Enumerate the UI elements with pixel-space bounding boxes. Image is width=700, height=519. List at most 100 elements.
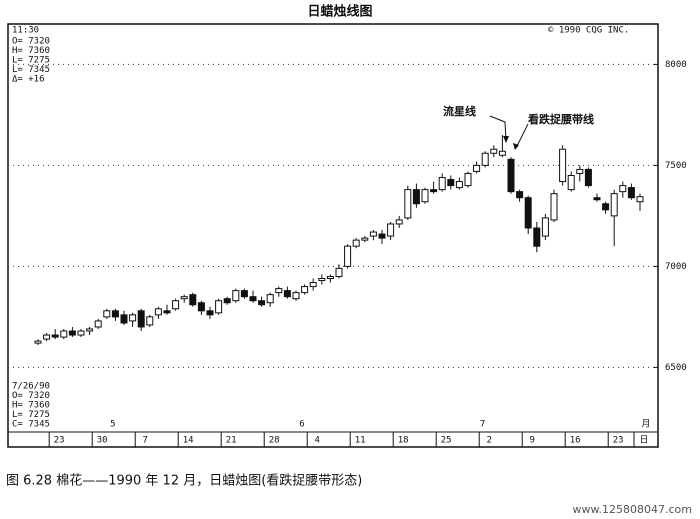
info-text: C= 7345 [12, 420, 50, 430]
arrow-head [503, 136, 509, 143]
x-tick-label: 7 [142, 436, 147, 446]
candle-body [533, 227, 541, 247]
candle-body [395, 219, 403, 225]
candle-body [593, 197, 601, 201]
candle-body [438, 177, 446, 191]
candle-body [464, 172, 472, 187]
candle-body [490, 148, 498, 154]
arrow-head [513, 143, 519, 150]
info-text: L= 7345 [12, 65, 50, 75]
candle-body [326, 275, 334, 279]
candle-body [318, 277, 326, 282]
candle-body [447, 179, 455, 187]
candle-body [335, 267, 343, 277]
candle-body [507, 158, 515, 193]
x-tick-label: 14 [183, 436, 194, 446]
candle-body [146, 316, 154, 326]
x-tick-label: 4 [314, 436, 319, 446]
candle-body [154, 308, 162, 316]
x-tick-label: 30 [97, 436, 108, 446]
candle-body [352, 239, 360, 247]
candle-body [34, 340, 42, 344]
candle-body [387, 223, 395, 237]
watermark: www.125808047.com [573, 503, 692, 516]
candle-body [215, 300, 223, 314]
candle-body [275, 288, 283, 294]
candle-body [516, 191, 524, 199]
x-tick-label: 16 [570, 436, 581, 446]
candle-body [137, 310, 145, 328]
candle-body [223, 298, 231, 304]
candle-body [430, 189, 438, 193]
candle-body [636, 196, 644, 203]
month-label: 月 [641, 419, 650, 430]
candle-body [309, 282, 317, 288]
time: 11:30 [12, 26, 39, 36]
x-tick-label: 25 [441, 436, 452, 446]
y-tick-label: 7000 [665, 262, 687, 272]
candle-body [498, 150, 506, 156]
candle-body [283, 290, 291, 298]
candle-body [189, 294, 197, 306]
info-text: H= 7360 [12, 401, 50, 411]
arrow [489, 115, 507, 141]
candle-body [567, 174, 575, 191]
annotation: 看跌捉腰带线 [528, 112, 594, 126]
info-text: H= 7360 [12, 46, 50, 56]
x-tick-label: 9 [529, 436, 534, 446]
candle-body [524, 197, 532, 229]
y-tick-label: 6500 [665, 363, 687, 373]
candle-body [172, 300, 180, 310]
x-tick-label: 11 [355, 436, 366, 446]
candle-body [455, 181, 463, 189]
candle-body [258, 300, 266, 306]
chart-title: 日蜡烛线图 [307, 4, 372, 20]
candle-body [129, 314, 137, 322]
candle-body [292, 292, 300, 300]
candle-body [232, 290, 240, 302]
info-text: L= 7275 [12, 410, 50, 420]
info-text: Δ= +16 [12, 75, 45, 85]
arrow [515, 123, 529, 149]
candle-body [619, 185, 627, 193]
candle-body [602, 203, 610, 211]
candle-body [559, 148, 567, 183]
candle-body [627, 187, 635, 199]
info-text: O= 7320 [12, 37, 50, 47]
candle-body [249, 296, 257, 302]
x-tick-label: 18 [398, 436, 409, 446]
candle-body [550, 193, 558, 221]
candle-body [111, 310, 119, 318]
x-tick-label: 23 [54, 436, 65, 446]
candle-body [584, 168, 592, 187]
x-tick-label: 日 [639, 435, 648, 446]
candle-body [378, 233, 386, 239]
candle-body [206, 310, 214, 316]
y-tick-label: 7500 [665, 161, 687, 171]
candle-body [361, 237, 369, 241]
candle-body [86, 328, 94, 332]
info-text: L= 7275 [12, 56, 50, 66]
candle-body [610, 193, 618, 217]
candle-body [197, 302, 205, 312]
candle-body [68, 330, 76, 336]
copyright: © 1990 CQG INC. [548, 26, 629, 36]
candle-body [266, 294, 274, 304]
info-text: 7/26/90 [12, 382, 50, 392]
candle-body [120, 314, 128, 324]
x-tick-label: 23 [613, 436, 624, 446]
month-label: 5 [110, 420, 115, 430]
annotation: 流星线 [443, 104, 476, 118]
info-text: O= 7320 [12, 391, 50, 401]
candle-body [301, 286, 309, 294]
x-tick-label: 21 [226, 436, 237, 446]
candle-body [240, 290, 248, 298]
candle-body [77, 330, 85, 336]
candle-body [473, 164, 481, 172]
candle-body [576, 168, 584, 174]
candle-body [94, 320, 102, 328]
candle-body [369, 231, 377, 237]
candle-body [404, 189, 412, 219]
candle-body [344, 245, 352, 267]
